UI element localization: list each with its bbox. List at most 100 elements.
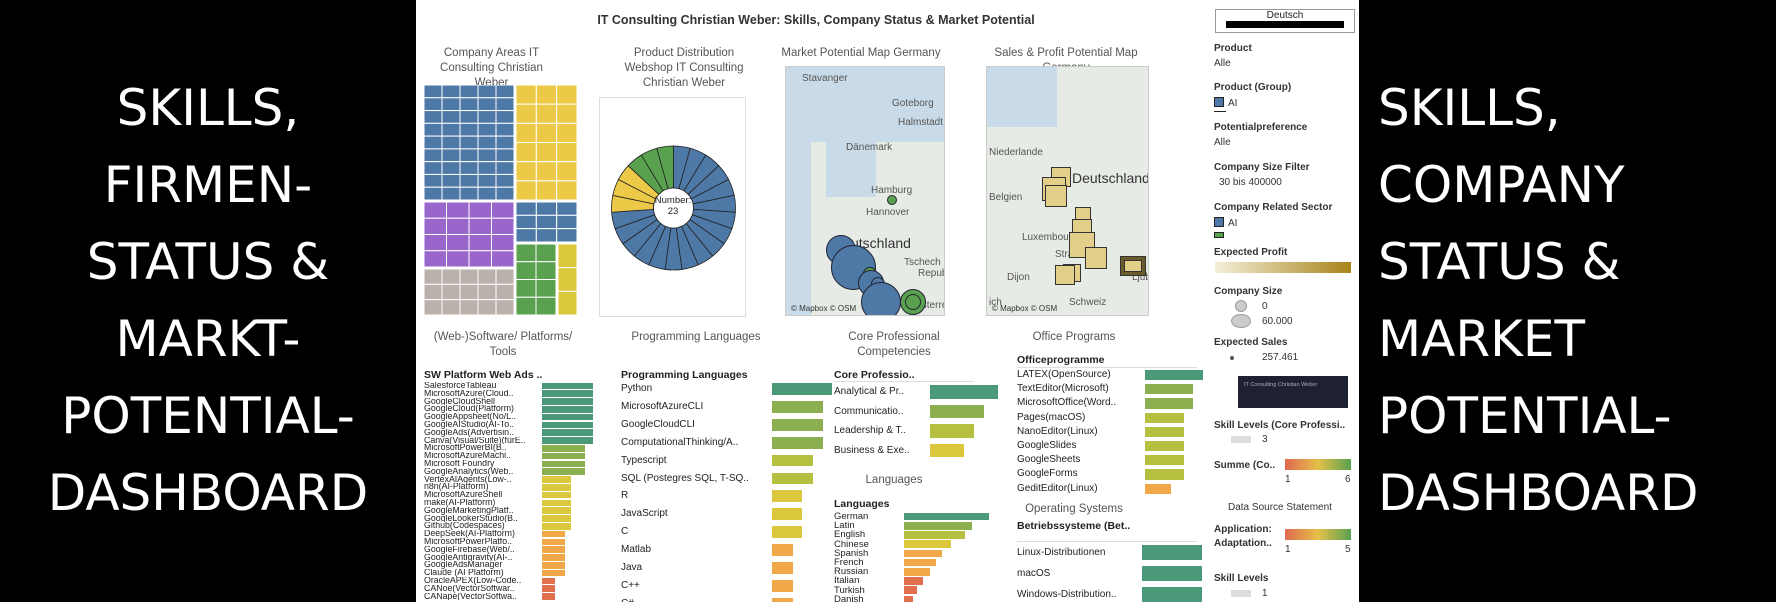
bar[interactable] [930, 443, 964, 457]
treemap-tile[interactable] [495, 186, 515, 201]
treemap-tile[interactable] [535, 243, 557, 263]
treemap-tile[interactable] [535, 279, 557, 298]
treemap-tile[interactable] [441, 268, 461, 285]
treemap-tile[interactable] [556, 228, 577, 243]
bar[interactable] [542, 452, 585, 460]
bar[interactable] [904, 512, 989, 521]
treemap-tile[interactable] [424, 135, 443, 150]
treemap-tile[interactable] [441, 135, 461, 150]
treemap-tile[interactable] [459, 186, 479, 201]
product-group-item[interactable]: AI [1214, 97, 1237, 109]
bar[interactable] [1145, 469, 1184, 480]
bar[interactable] [542, 538, 565, 546]
language-selector[interactable]: Deutsch [1215, 9, 1355, 33]
sales-square[interactable] [1124, 260, 1142, 272]
treemap-tile[interactable] [557, 243, 577, 269]
treemap-tile[interactable] [491, 234, 515, 252]
treemap-tile[interactable] [468, 250, 492, 268]
treemap-tile[interactable] [424, 148, 443, 163]
bar[interactable] [904, 540, 951, 548]
treemap-tile[interactable] [446, 234, 470, 252]
treemap-tile[interactable] [515, 103, 537, 124]
treemap-tile[interactable] [459, 110, 479, 124]
core-bar-chart[interactable]: Core Professio.. Analytical & Pr.. Communi… [834, 369, 998, 459]
treemap-tile[interactable] [424, 173, 443, 188]
bar[interactable] [542, 491, 571, 499]
treemap-tile[interactable] [556, 201, 577, 216]
bar[interactable] [930, 404, 984, 418]
bar[interactable] [772, 418, 823, 431]
treemap-tile[interactable] [459, 122, 479, 137]
treemap-tile[interactable] [424, 268, 443, 285]
treemap-tile[interactable] [557, 267, 577, 292]
treemap-tile[interactable] [424, 85, 443, 99]
bar[interactable] [542, 468, 585, 476]
bar[interactable] [904, 586, 917, 594]
data-source-link[interactable]: Data Source Statement [1228, 502, 1332, 513]
bar[interactable] [542, 476, 571, 483]
treemap-tile[interactable] [424, 250, 447, 268]
bar[interactable] [542, 429, 593, 437]
bar[interactable] [542, 546, 565, 554]
treemap-tile[interactable] [477, 173, 497, 188]
treemap-tile[interactable] [515, 85, 537, 105]
treemap-tile[interactable] [459, 148, 479, 163]
dashboard-thumbnail[interactable]: IT Consulting Christian Weber [1238, 376, 1348, 408]
treemap-tile[interactable] [459, 85, 479, 99]
treemap-tile[interactable] [515, 279, 537, 298]
treemap-tile[interactable] [459, 135, 479, 150]
bar[interactable] [772, 597, 793, 602]
size-filter-value[interactable]: 30 bis 400000 [1219, 177, 1282, 188]
market-bubble[interactable] [861, 282, 901, 315]
bar[interactable] [542, 382, 593, 390]
treemap-tile[interactable] [477, 186, 497, 201]
treemap-tile[interactable] [491, 217, 515, 235]
treemap-tile[interactable] [477, 122, 497, 137]
bar[interactable] [542, 554, 565, 561]
treemap-tile[interactable] [491, 250, 515, 268]
os-bar-chart[interactable]: Betriebssysteme (Bet.. Linux-Distribution… [1017, 520, 1202, 602]
sales-square[interactable] [1045, 185, 1067, 207]
treemap-tile[interactable] [424, 283, 443, 301]
treemap-tile[interactable] [441, 173, 461, 188]
treemap-tile[interactable] [441, 148, 461, 163]
bar[interactable] [542, 577, 555, 585]
sector-item[interactable]: AI [1214, 217, 1237, 229]
treemap-tile[interactable] [535, 122, 558, 143]
treemap-tile[interactable] [495, 173, 515, 188]
treemap-tile[interactable] [477, 283, 497, 301]
treemap-tile[interactable] [491, 201, 515, 219]
treemap-tile[interactable] [495, 85, 515, 99]
treemap-tile[interactable] [515, 161, 537, 182]
bar[interactable] [542, 522, 571, 530]
bar[interactable] [1142, 566, 1202, 581]
treemap-tile[interactable] [515, 142, 537, 163]
treemap-tile[interactable] [515, 214, 537, 230]
bar[interactable] [1145, 398, 1193, 409]
treemap-tile[interactable] [477, 135, 497, 150]
treemap-tile[interactable] [477, 110, 497, 124]
treemap-tile[interactable] [515, 228, 537, 243]
treemap-tile[interactable] [495, 135, 515, 150]
bar[interactable] [542, 585, 555, 593]
treemap-tile[interactable] [535, 85, 558, 105]
bar[interactable] [1145, 412, 1184, 423]
bar[interactable] [1145, 441, 1184, 452]
bar[interactable] [772, 526, 802, 539]
bar[interactable] [772, 490, 802, 503]
treemap-tile[interactable] [556, 180, 577, 201]
bar[interactable] [542, 390, 593, 398]
treemap-tile[interactable] [424, 97, 443, 112]
bar[interactable] [904, 531, 965, 539]
treemap-tile[interactable] [535, 142, 558, 163]
treemap-tile[interactable] [441, 122, 461, 137]
bar[interactable] [542, 515, 571, 522]
treemap-tile[interactable] [441, 85, 461, 99]
treemap-tile[interactable] [535, 296, 557, 315]
treemap-tile[interactable] [535, 214, 558, 230]
treemap-tile[interactable] [557, 290, 577, 315]
bar[interactable] [904, 577, 923, 585]
treemap-tile[interactable] [424, 186, 443, 201]
market-potential-map[interactable]: Stavanger Goteborg Halmstadt Dänemark Ha… [785, 66, 945, 316]
treemap-tile[interactable] [459, 161, 479, 175]
